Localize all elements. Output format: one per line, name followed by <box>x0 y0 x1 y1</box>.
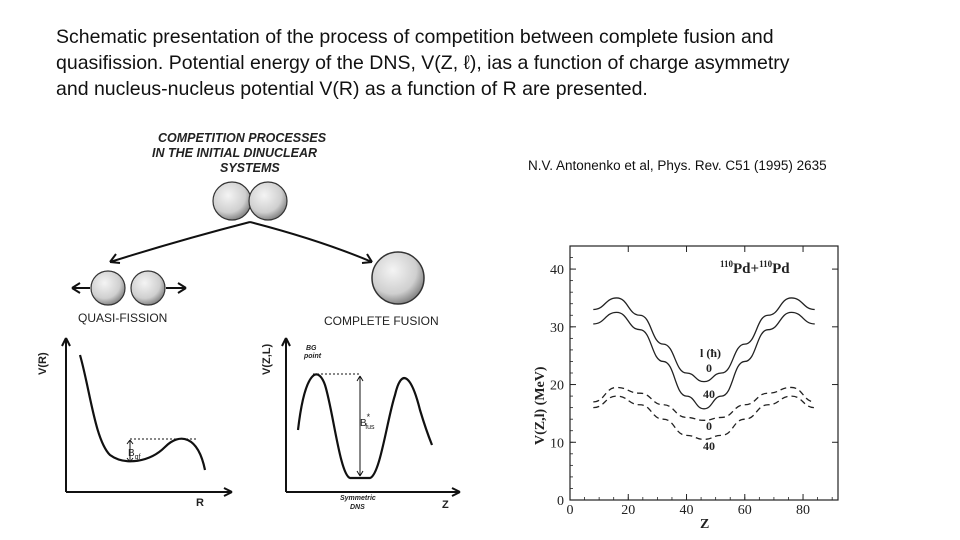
branch-arrows <box>109 221 373 264</box>
quasi-fission-icon <box>71 270 187 306</box>
chart-xlabel: Z <box>700 517 709 532</box>
curve-label: 40 <box>703 439 715 453</box>
vr-plot: V(R) R Bqf <box>37 337 233 509</box>
citation: N.V. Antonenko et al, Phys. Rev. C51 (19… <box>528 158 827 173</box>
curve-label: 0 <box>706 361 712 375</box>
caption: Schematic presentation of the process of… <box>56 24 906 102</box>
complete-fusion-label: COMPLETE FUSION <box>324 314 439 328</box>
symmetric-dns-label: DNS <box>350 504 365 511</box>
caption-line: quasifission. Potential energy of the DN… <box>56 52 790 74</box>
y-tick-label: 20 <box>550 379 564 394</box>
vr-xlabel: R <box>196 497 204 509</box>
compound-nucleus-icon <box>371 251 425 305</box>
series-line <box>593 386 815 421</box>
symmetric-dns-label: Symmetric <box>340 495 376 502</box>
schematic-header-line: SYSTEMS <box>220 161 280 175</box>
vr-ylabel: V(R) <box>37 352 49 375</box>
chart-ylabel: V(Z,l) (MeV) <box>533 366 548 445</box>
curve-label: 0 <box>706 419 712 433</box>
bfus-label: B* fus <box>360 412 375 431</box>
x-tick-label: 40 <box>680 503 694 518</box>
curve-label: 40 <box>703 387 715 401</box>
chart-title: 110Pd+110Pd <box>720 259 790 277</box>
y-tick-label: 10 <box>550 436 564 451</box>
bg-point-label: BG <box>306 345 317 352</box>
series-line <box>593 311 815 410</box>
schematic-header-line: IN THE INITIAL DINUCLEAR <box>152 146 317 160</box>
caption-line: Schematic presentation of the process of… <box>56 26 774 48</box>
quasi-fission-label: QUASI-FISSION <box>78 311 167 325</box>
vz-plot: V(Z,L) Z BG point B* fus Symmetric DNS <box>261 337 461 511</box>
caption-line: and nucleus-nucleus potential V(R) as a … <box>56 78 648 100</box>
series-layer <box>593 297 815 441</box>
y-tick-label: 0 <box>557 494 564 509</box>
x-tick-label: 20 <box>621 503 635 518</box>
y-tick-label: 40 <box>550 263 564 278</box>
x-tick-label: 60 <box>738 503 752 518</box>
x-tick-label: 80 <box>796 503 810 518</box>
series-line <box>593 395 815 441</box>
vz-xlabel: Z <box>442 499 449 511</box>
labels-layer: 0 40 0 40 <box>703 361 715 453</box>
bqf-label: Bqf <box>128 448 141 461</box>
schematic-header-line: COMPETITION PROCESSES <box>158 131 327 145</box>
vz-ylabel: V(Z,L) <box>261 344 273 375</box>
axis-ticks: 0 20 40 60 80 0 10 20 30 40 <box>550 245 838 518</box>
y-tick-label: 30 <box>550 321 564 336</box>
bg-point-label: point <box>303 353 322 360</box>
series-line <box>593 297 815 383</box>
legend-title: l (ħ) <box>700 346 721 360</box>
plot-frame <box>569 245 839 501</box>
x-tick-label: 0 <box>567 503 574 518</box>
dinuclear-system-icon <box>212 181 288 221</box>
